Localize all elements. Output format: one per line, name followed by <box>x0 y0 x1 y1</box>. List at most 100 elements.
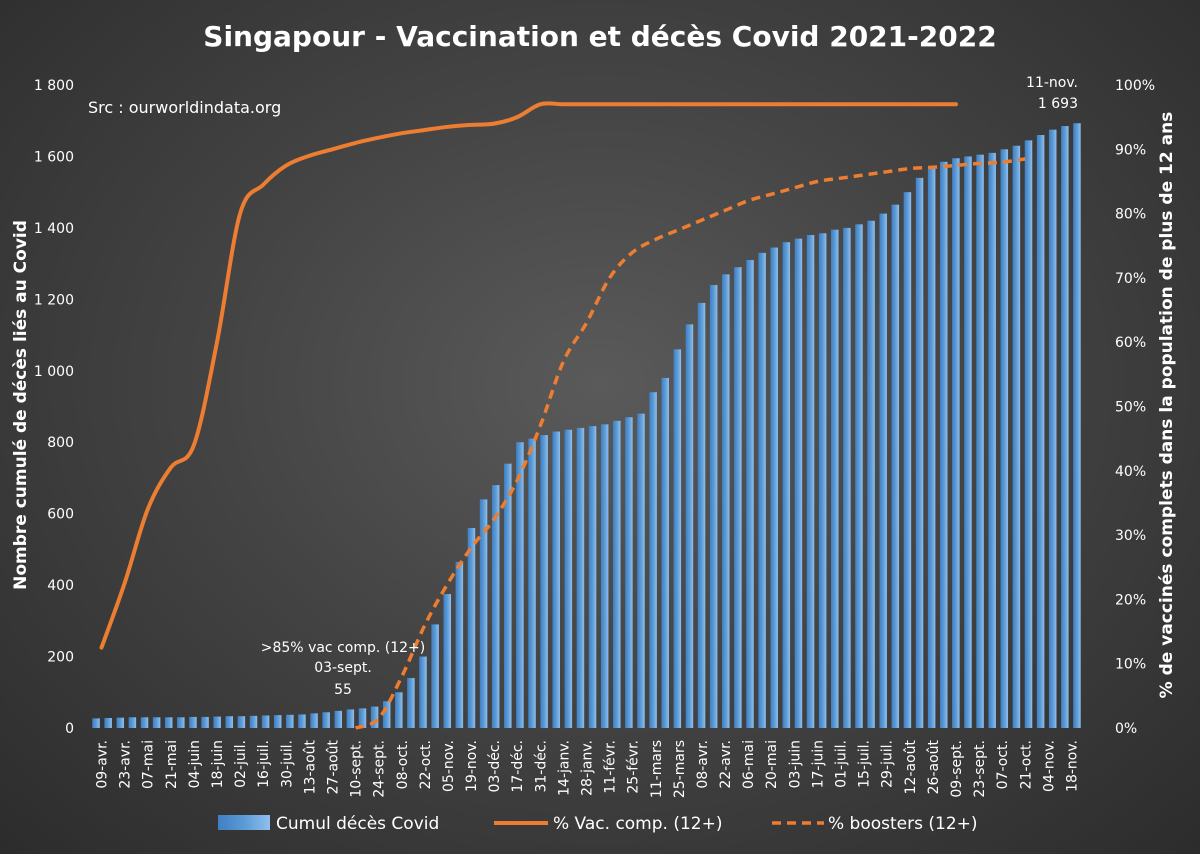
bar <box>818 233 827 728</box>
series-line-vac <box>99 101 958 650</box>
bar <box>855 224 863 728</box>
x-tick-label: 03-déc. <box>487 740 503 793</box>
bar <box>915 177 924 728</box>
y2-axis-title: % de vaccinés complets dans la populatio… <box>1157 112 1177 699</box>
chart-title: Singapour - Vaccination et décès Covid 2… <box>203 20 996 53</box>
bar <box>443 594 451 728</box>
bar <box>467 527 476 728</box>
x-tick-label: 19-nov. <box>464 740 480 792</box>
bar <box>649 392 657 728</box>
bar <box>128 717 137 728</box>
x-tick-label: 02-juil. <box>233 740 249 788</box>
bar <box>407 677 415 728</box>
y2-tick-label: 0% <box>1115 721 1137 737</box>
y-tick-label: 400 <box>47 578 74 594</box>
bar <box>310 713 318 728</box>
y-tick-label: 0 <box>65 721 74 737</box>
source-note: Src : ourworldindata.org <box>88 98 281 117</box>
bar <box>237 716 246 728</box>
x-tick-label: 21-oct. <box>1018 740 1034 789</box>
y-tick-label: 1 800 <box>34 78 74 94</box>
x-tick-label: 05-nov. <box>441 740 457 792</box>
x-tick-label: 08-oct. <box>395 740 411 789</box>
bar <box>249 715 258 728</box>
bar <box>395 692 403 728</box>
y-ticks: 0 200 400 600 800 1 000 1 200 1 400 1 600 1 800 <box>34 78 74 737</box>
x-tick-label: 12-août <box>903 739 919 794</box>
y2-tick-label: 90% <box>1115 142 1146 158</box>
bar <box>491 485 500 728</box>
bar <box>770 247 778 729</box>
x-tick-label: 09-avr. <box>95 740 111 789</box>
bar <box>358 708 367 728</box>
x-tick-label: 26-août <box>926 739 942 794</box>
bar <box>734 267 742 728</box>
bar <box>177 717 185 728</box>
y2-tick-label: 80% <box>1115 207 1146 223</box>
x-tick-label: 16-juil. <box>256 740 272 788</box>
x-tick-label: 17-déc. <box>510 740 526 793</box>
x-tick-label: 09-sept. <box>949 740 965 798</box>
bar <box>746 260 754 728</box>
bar <box>334 710 343 728</box>
bar <box>152 717 161 728</box>
x-tick-label: 10-sept. <box>349 740 365 798</box>
y2-tick-label: 60% <box>1115 335 1146 351</box>
x-tick-label: 03-juin <box>787 740 803 788</box>
bar <box>116 717 125 728</box>
bar <box>189 716 197 728</box>
bar <box>722 274 730 728</box>
x-tick-label: 14-janv. <box>556 740 572 796</box>
x-tick-label: 15-juil. <box>857 740 873 788</box>
bar <box>673 349 682 728</box>
x-tick-label: 01-juil. <box>834 740 850 788</box>
x-tick-label: 17-juin <box>810 740 826 788</box>
bar <box>794 238 803 729</box>
y2-tick-label: 10% <box>1115 657 1146 673</box>
x-tick-label: 11-févr. <box>603 740 619 794</box>
bar <box>709 285 718 728</box>
bar <box>758 252 766 728</box>
bar <box>382 701 391 728</box>
legend-label-vac: % Vac. comp. (12+) <box>553 814 723 834</box>
bar <box>782 242 791 728</box>
bar <box>540 435 548 728</box>
bar <box>346 709 355 728</box>
x-tick-label: 20-mai <box>764 740 780 789</box>
x-tick-label: 11-mars <box>649 740 665 798</box>
bar <box>903 192 912 729</box>
y2-tick-label: 50% <box>1115 400 1146 416</box>
y2-tick-label: 40% <box>1115 464 1146 480</box>
x-tick-label: 25-mars <box>672 740 688 798</box>
y-tick-label: 1 200 <box>34 292 74 308</box>
bar <box>528 438 536 728</box>
x-tick-label: 23-sept. <box>972 740 988 798</box>
bar <box>140 717 149 728</box>
bar <box>697 302 706 728</box>
bar <box>637 413 645 728</box>
bar <box>1012 145 1021 729</box>
y2-tick-label: 20% <box>1115 592 1146 608</box>
legend-swatch-bars <box>218 815 270 830</box>
bars-layer <box>92 123 1081 729</box>
x-tick-label: 04-juin <box>187 740 203 788</box>
bar <box>225 716 234 728</box>
bar <box>552 431 560 728</box>
bar <box>600 424 609 728</box>
lines-layer <box>99 101 1026 730</box>
y2-tick-label: 100% <box>1115 78 1155 94</box>
bar <box>1000 149 1009 729</box>
bar <box>564 429 573 728</box>
bar <box>891 204 900 729</box>
x-tick-label: 25-févr. <box>626 740 642 794</box>
bar <box>213 716 221 728</box>
x-tick-label: 23-avr. <box>118 740 134 789</box>
bar <box>613 420 621 728</box>
bar <box>952 158 960 729</box>
bar <box>104 718 112 728</box>
bar <box>1024 140 1033 728</box>
bar <box>1048 129 1057 728</box>
x-tick-label: 21-mai <box>164 740 180 789</box>
x-tick-label: 28-janv. <box>580 740 596 796</box>
